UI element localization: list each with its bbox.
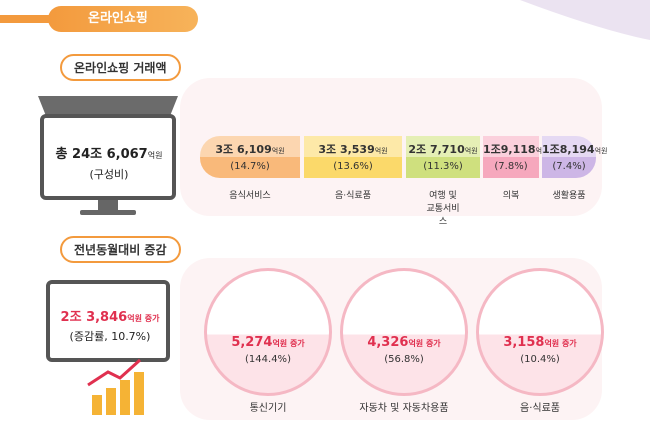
unit: 억원 — [374, 147, 388, 155]
category-name: 자동차 및 자동차용품 — [359, 403, 449, 414]
rate: (56.8%) — [384, 354, 424, 365]
unit: 억원 증가 — [408, 339, 441, 348]
amount-line: 3조 3,539억원 — [304, 141, 402, 157]
category-name: 음·식료품 — [335, 191, 371, 201]
change-circle: 3,158억원 증가 (10.4%) — [476, 268, 604, 396]
growth-arrow — [87, 358, 142, 387]
unit: 억원 — [271, 147, 285, 155]
amount-line: 5,274억원 증가 — [207, 335, 329, 350]
amount: 3조 3,539 — [318, 143, 375, 156]
unit: 억원 — [594, 147, 608, 155]
category-name: 음·식료품 — [520, 403, 560, 414]
category-name: 음식서비스 — [229, 191, 271, 201]
share-bar: 3조 3,539억원 (13.6%) — [304, 136, 402, 178]
change-circle: 4,326억원 증가 (56.8%) — [340, 268, 468, 396]
category-name: 생활용품 — [552, 191, 586, 201]
amount-line: 1조9,118억원 — [483, 141, 548, 157]
change-note: (증감률, 10.7%) — [69, 330, 151, 343]
corner-shape — [520, 0, 650, 40]
share: (14.7%) — [230, 161, 270, 172]
header-title: 온라인쇼핑 — [48, 6, 198, 32]
amount-line: 1조8,194억원 — [542, 141, 607, 157]
category-name: 여행 및 교통서비스 — [426, 191, 460, 227]
stand — [98, 200, 118, 210]
amount-line: 3조 6,109억원 — [200, 141, 300, 157]
section-label: 전년동월대비 증감 — [60, 236, 181, 263]
section-label: 온라인쇼핑 거래액 — [60, 54, 181, 81]
rate: (144.4%) — [245, 354, 291, 365]
unit: 억원 증가 — [544, 339, 577, 348]
amount: 2조 3,846 — [60, 310, 128, 325]
share-bar: 3조 6,109억원 (14.7%) — [200, 136, 300, 178]
rate: (10.4%) — [520, 354, 560, 365]
amount: 4,326 — [367, 335, 409, 350]
amount: 1조8,194 — [542, 143, 595, 156]
share-bar: 2조 7,710억원 (11.3%) — [406, 136, 480, 178]
store-box — [40, 114, 176, 200]
category-name: 의복 — [502, 191, 520, 201]
amount-line: 2조 7,710억원 — [406, 141, 480, 157]
share: (11.3%) — [423, 161, 463, 172]
category-name: 통신기기 — [249, 403, 287, 414]
amount: 5,274 — [231, 335, 273, 350]
stand-base — [80, 210, 136, 215]
amount: 3,158 — [503, 335, 545, 350]
header-stripe — [0, 15, 90, 23]
awning — [38, 96, 178, 116]
share: (7.8%) — [494, 161, 528, 172]
share-bar: 1조8,194억원 (7.4%) — [542, 136, 607, 178]
amount: 3조 6,109 — [215, 143, 272, 156]
total-amount: 총 24조 6,067억원 — [44, 143, 174, 162]
share: (7.4%) — [552, 161, 586, 172]
amount: 2조 7,710 — [408, 143, 465, 156]
total-note: (구성비) — [89, 168, 129, 181]
amount: 총 24조 6,067 — [55, 147, 148, 162]
amount-line: 3,158억원 증가 — [479, 335, 601, 350]
change-box — [46, 280, 170, 362]
unit: 억원 증가 — [272, 339, 305, 348]
amount: 1조9,118 — [483, 143, 536, 156]
share-bar: 1조9,118억원 (7.8%) — [483, 136, 548, 178]
unit: 억원 — [147, 151, 163, 160]
change-circle: 5,274억원 증가 (144.4%) — [204, 268, 332, 396]
unit: 억원 — [464, 147, 478, 155]
share: (13.6%) — [333, 161, 373, 172]
unit: 억원 증가 — [127, 314, 160, 323]
change-total: 2조 3,846억원 증가 — [48, 306, 172, 325]
amount-line: 4,326억원 증가 — [343, 335, 465, 350]
growth-icon — [92, 372, 144, 415]
